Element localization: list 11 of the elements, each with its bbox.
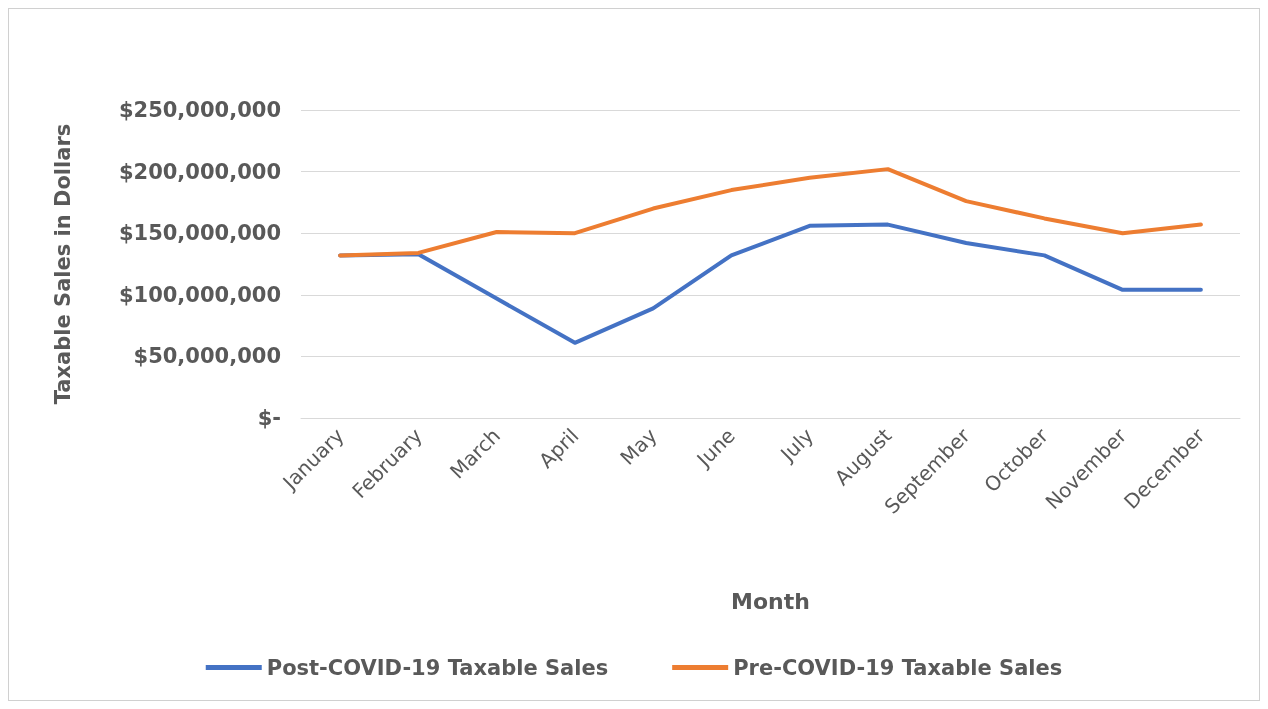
legend-label: Post-COVID-19 Taxable Sales [266,655,609,680]
y-tick-label: $150,000,000 [118,221,281,246]
y-tick-label: $250,000,000 [118,98,281,122]
y-tick-label: $200,000,000 [118,159,281,184]
y-tick-label: $100,000,000 [118,282,281,307]
x-axis-title: Month [731,588,810,614]
legend-label: Pre-COVID-19 Taxable Sales [733,655,1063,680]
y-axis-title: Taxable Sales in Dollars [50,123,75,405]
y-tick-label: $- [257,406,281,430]
y-tick-label: $50,000,000 [133,344,281,369]
line-series [338,167,1203,258]
